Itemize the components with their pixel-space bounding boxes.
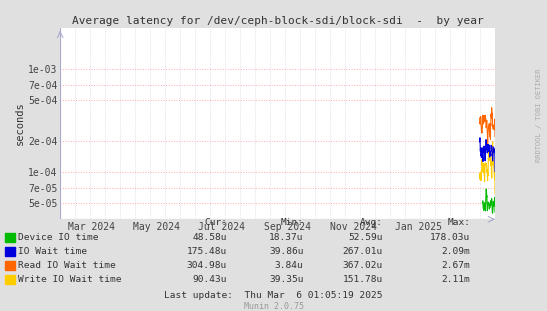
- Title: Average latency for /dev/ceph-block-sdi/block-sdi  -  by year: Average latency for /dev/ceph-block-sdi/…: [72, 16, 484, 26]
- Text: 3.84u: 3.84u: [275, 261, 304, 270]
- Text: RRDTOOL / TOBI OETIKER: RRDTOOL / TOBI OETIKER: [536, 68, 542, 162]
- Text: Device IO time: Device IO time: [18, 233, 98, 242]
- Text: 48.58u: 48.58u: [193, 233, 227, 242]
- Text: Write IO Wait time: Write IO Wait time: [18, 275, 121, 284]
- Text: 178.03u: 178.03u: [430, 233, 470, 242]
- Text: IO Wait time: IO Wait time: [18, 247, 87, 256]
- Text: Cur:: Cur:: [204, 218, 227, 227]
- Y-axis label: seconds: seconds: [15, 102, 25, 146]
- Text: 2.11m: 2.11m: [441, 275, 470, 284]
- Text: Min:: Min:: [281, 218, 304, 227]
- Text: 39.86u: 39.86u: [269, 247, 304, 256]
- Text: 39.35u: 39.35u: [269, 275, 304, 284]
- Text: Read IO Wait time: Read IO Wait time: [18, 261, 116, 270]
- Text: 175.48u: 175.48u: [187, 247, 227, 256]
- Text: 2.67m: 2.67m: [441, 261, 470, 270]
- Text: 304.98u: 304.98u: [187, 261, 227, 270]
- Text: 267.01u: 267.01u: [342, 247, 383, 256]
- Text: Last update:  Thu Mar  6 01:05:19 2025: Last update: Thu Mar 6 01:05:19 2025: [164, 290, 383, 299]
- Text: 52.59u: 52.59u: [348, 233, 383, 242]
- Text: Max:: Max:: [447, 218, 470, 227]
- Text: Munin 2.0.75: Munin 2.0.75: [243, 301, 304, 310]
- Text: 367.02u: 367.02u: [342, 261, 383, 270]
- Text: Avg:: Avg:: [360, 218, 383, 227]
- Text: 90.43u: 90.43u: [193, 275, 227, 284]
- Text: 18.37u: 18.37u: [269, 233, 304, 242]
- Text: 2.09m: 2.09m: [441, 247, 470, 256]
- Text: 151.78u: 151.78u: [342, 275, 383, 284]
